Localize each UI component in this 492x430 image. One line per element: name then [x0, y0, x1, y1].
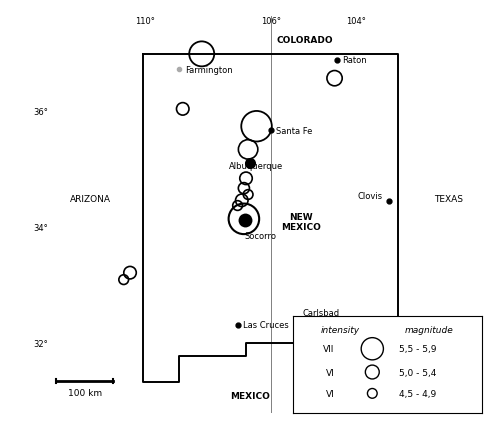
Text: 5,0 - 5,4: 5,0 - 5,4 — [399, 368, 436, 377]
Text: 106°: 106° — [261, 17, 281, 26]
Point — [120, 276, 127, 283]
Point — [241, 217, 249, 224]
Point — [240, 185, 248, 192]
Text: 104°: 104° — [346, 17, 366, 26]
Point — [238, 197, 246, 204]
Text: Carlsbad: Carlsbad — [303, 308, 339, 317]
Text: Farmington: Farmington — [185, 66, 233, 75]
Point — [246, 160, 254, 167]
Text: 4,5 - 4,9: 4,5 - 4,9 — [399, 389, 436, 398]
Text: Las Cruces: Las Cruces — [244, 320, 289, 329]
Point — [244, 192, 252, 199]
Point — [234, 203, 242, 209]
Text: VI: VI — [326, 368, 335, 377]
Text: TEXAS: TEXAS — [434, 195, 463, 204]
Text: intensity: intensity — [320, 326, 360, 335]
Text: 110°: 110° — [135, 17, 154, 26]
Text: MEXICO: MEXICO — [230, 391, 270, 400]
Point — [369, 390, 376, 397]
Point — [369, 346, 376, 353]
Text: magnitude: magnitude — [405, 326, 454, 335]
Point — [126, 270, 134, 276]
Text: 5,5 - 5,9: 5,5 - 5,9 — [399, 344, 436, 353]
Text: Socorro: Socorro — [245, 231, 277, 240]
Point — [240, 216, 248, 223]
Text: Raton: Raton — [342, 56, 367, 65]
Text: 36°: 36° — [33, 108, 48, 117]
Point — [198, 51, 206, 58]
Point — [242, 175, 250, 182]
Text: 32°: 32° — [33, 339, 48, 348]
Point — [331, 76, 338, 83]
Text: Santa Fe: Santa Fe — [277, 126, 313, 135]
Text: 34°: 34° — [33, 224, 48, 233]
Point — [369, 369, 376, 376]
Text: Clovis: Clovis — [358, 192, 383, 201]
Text: VII: VII — [323, 344, 335, 353]
Point — [244, 147, 252, 154]
Text: ARIZONA: ARIZONA — [69, 195, 111, 204]
Text: 100 km: 100 km — [67, 388, 102, 397]
Point — [179, 106, 186, 113]
Text: COLORADO: COLORADO — [277, 36, 334, 45]
Text: Albuquerque: Albuquerque — [229, 161, 283, 170]
Point — [252, 123, 260, 130]
Text: NEW
MEXICO: NEW MEXICO — [281, 212, 321, 232]
Text: VI: VI — [326, 389, 335, 398]
Bar — [342, 326, 350, 338]
